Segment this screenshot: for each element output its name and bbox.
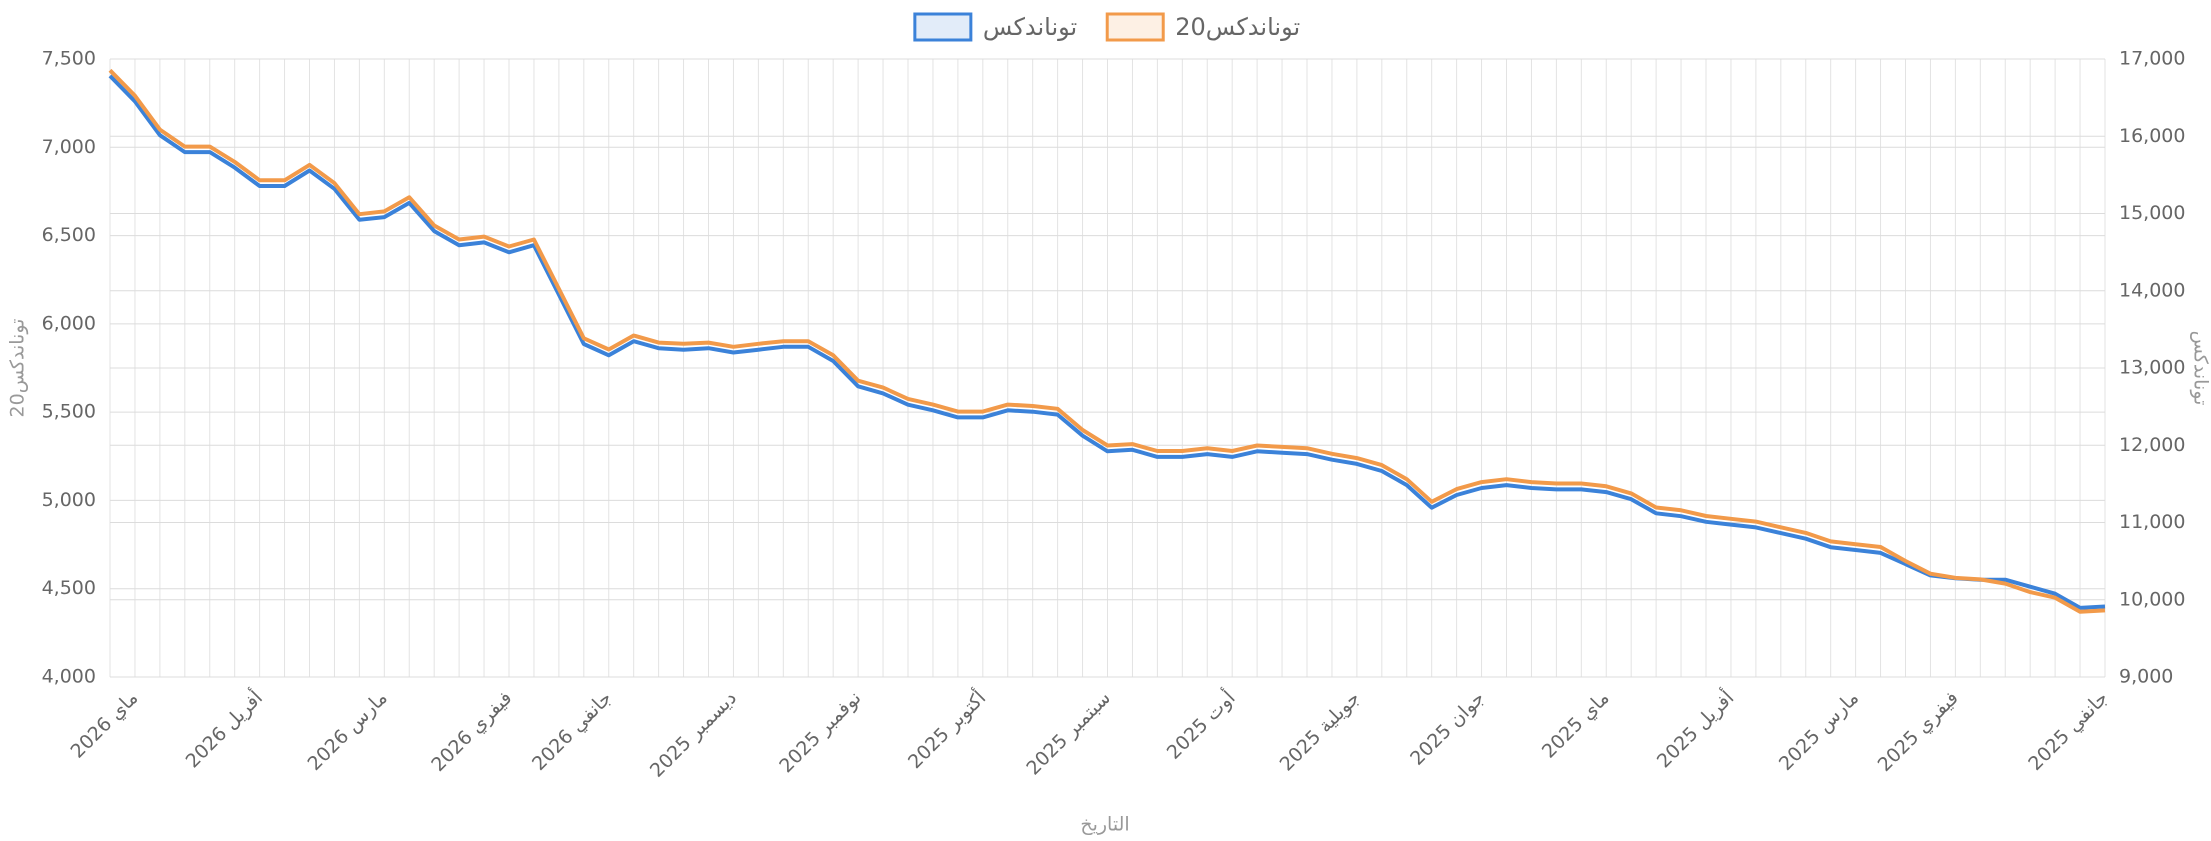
x-tick-label: ديسمبر 2025: [646, 687, 741, 782]
x-tick-label: أفريل 2026: [180, 685, 267, 772]
legend-label: توناندكس: [983, 13, 1077, 41]
x-tick-label: جوان 2025: [1406, 687, 1489, 770]
x-tick-label: أكتوبر 2025: [903, 685, 991, 773]
y2-tick-label: 9,000: [2119, 666, 2173, 688]
legend-label: توناندكس20: [1175, 13, 1300, 41]
y-tick-label: 4,500: [42, 577, 96, 599]
x-tick-label: جانفي 2025: [2024, 687, 2112, 775]
y2-tick-label: 10,000: [2119, 588, 2185, 610]
x-axis-title: التاريخ: [1080, 814, 1129, 836]
x-tick-label: فيفري 2026: [427, 687, 516, 776]
y-tick-label: 7,500: [42, 48, 96, 70]
line-series: [108, 68, 2106, 614]
x-tick-label: فيفري 2025: [1874, 687, 1963, 776]
x-tick-label: نوفمبر 2025: [775, 687, 865, 777]
y-tick-label: 5,000: [42, 489, 96, 511]
x-tick-label: جانفي 2026: [528, 687, 616, 775]
y2-tick-label: 11,000: [2119, 511, 2185, 533]
legend-swatch: [1105, 12, 1165, 42]
line-series: [108, 74, 2106, 610]
y-tick-label: 6,000: [42, 312, 96, 334]
y2-axis-title: توناندكس: [2190, 331, 2211, 406]
x-tick-label: مارس 2026: [304, 687, 392, 775]
legend-swatch: [913, 12, 973, 42]
y-tick-label: 4,000: [42, 666, 96, 688]
x-tick-label: أوت 2025: [1161, 685, 1239, 763]
y-axis-title: توناندكس20: [7, 319, 29, 418]
y-tick-label: 5,500: [42, 401, 96, 423]
y-tick-label: 6,500: [42, 224, 96, 246]
y2-tick-label: 13,000: [2119, 357, 2185, 379]
x-tick-label: ماي 2025: [1538, 687, 1614, 763]
x-tick-label: ماي 2026: [67, 687, 143, 763]
x-tick-label: جويلية 2025: [1276, 687, 1365, 776]
y2-tick-label: 12,000: [2119, 434, 2185, 456]
x-tick-label: أفريل 2025: [1651, 685, 1738, 772]
y-tick-label: 7,000: [42, 136, 96, 158]
y2-tick-label: 17,000: [2119, 48, 2185, 70]
legend: توناندكس توناندكس20: [913, 12, 1300, 42]
x-tick-label: مارس 2025: [1775, 687, 1863, 775]
y2-tick-label: 15,000: [2119, 202, 2185, 224]
y2-tick-label: 14,000: [2119, 279, 2185, 301]
y2-tick-label: 16,000: [2119, 125, 2185, 147]
x-tick-label: سبتمبر 2025: [1022, 687, 1115, 780]
